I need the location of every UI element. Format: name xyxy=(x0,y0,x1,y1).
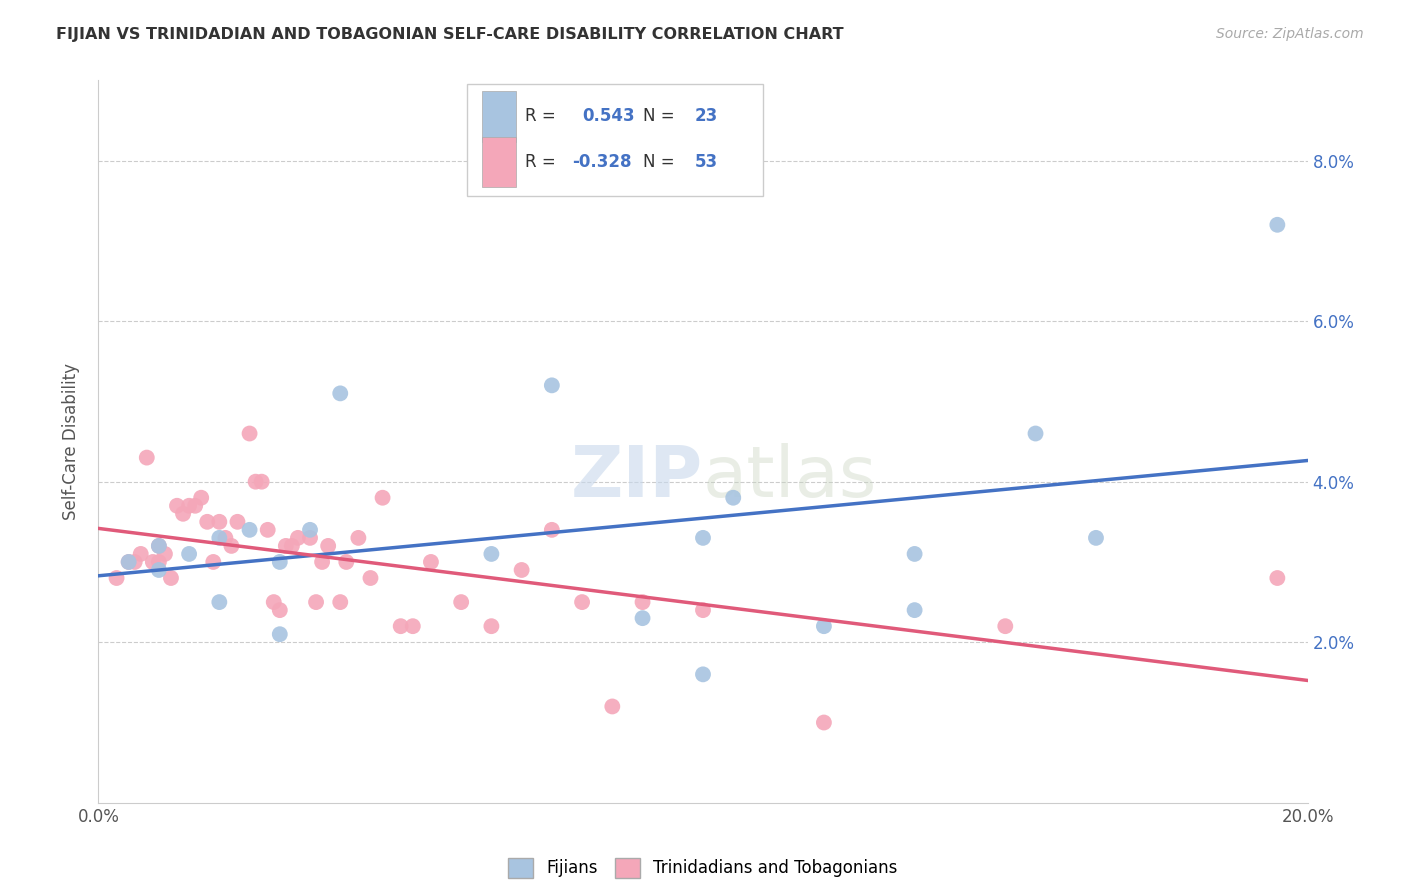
Point xyxy=(631,611,654,625)
Point xyxy=(402,619,425,633)
Point xyxy=(692,603,714,617)
FancyBboxPatch shape xyxy=(467,84,763,196)
FancyBboxPatch shape xyxy=(482,136,516,187)
Point xyxy=(347,531,370,545)
Point xyxy=(371,491,394,505)
Point xyxy=(269,555,291,569)
Y-axis label: Self-Care Disability: Self-Care Disability xyxy=(62,363,80,520)
Point xyxy=(311,555,333,569)
Point xyxy=(250,475,273,489)
Point xyxy=(274,539,297,553)
Point xyxy=(190,491,212,505)
Point xyxy=(135,450,157,465)
Point xyxy=(287,531,309,545)
Point xyxy=(263,595,285,609)
Point xyxy=(208,515,231,529)
Text: 0.543: 0.543 xyxy=(582,107,634,126)
Point xyxy=(813,619,835,633)
Point xyxy=(256,523,278,537)
Point xyxy=(602,699,624,714)
FancyBboxPatch shape xyxy=(482,91,516,142)
Point xyxy=(214,531,236,545)
Point xyxy=(571,595,593,609)
Point xyxy=(269,603,291,617)
Text: FIJIAN VS TRINIDADIAN AND TOBAGONIAN SELF-CARE DISABILITY CORRELATION CHART: FIJIAN VS TRINIDADIAN AND TOBAGONIAN SEL… xyxy=(56,27,844,42)
Point xyxy=(1024,426,1046,441)
Point xyxy=(389,619,412,633)
Text: N =: N = xyxy=(643,107,679,126)
Text: N =: N = xyxy=(643,153,679,171)
Legend: Fijians, Trinidadians and Tobagonians: Fijians, Trinidadians and Tobagonians xyxy=(502,851,904,885)
Point xyxy=(124,555,146,569)
Point xyxy=(148,539,170,553)
Point xyxy=(208,531,231,545)
Point xyxy=(202,555,225,569)
Point xyxy=(299,523,322,537)
Point xyxy=(172,507,194,521)
Point xyxy=(1085,531,1108,545)
Point xyxy=(208,595,231,609)
Point xyxy=(1267,218,1289,232)
Point xyxy=(316,539,339,553)
Point xyxy=(692,667,714,681)
Point xyxy=(305,595,328,609)
Text: 23: 23 xyxy=(695,107,718,126)
Point xyxy=(118,555,141,569)
Point xyxy=(160,571,183,585)
Point xyxy=(166,499,188,513)
Point xyxy=(631,595,654,609)
Point xyxy=(481,619,503,633)
Text: atlas: atlas xyxy=(703,443,877,512)
Text: -0.328: -0.328 xyxy=(572,153,631,171)
Point xyxy=(184,499,207,513)
Point xyxy=(994,619,1017,633)
Point xyxy=(813,715,835,730)
Point xyxy=(226,515,249,529)
Point xyxy=(481,547,503,561)
Point xyxy=(105,571,128,585)
Text: 53: 53 xyxy=(695,153,717,171)
Point xyxy=(904,603,927,617)
Point xyxy=(723,491,745,505)
Text: ZIP: ZIP xyxy=(571,443,703,512)
Point xyxy=(420,555,443,569)
Point xyxy=(540,523,562,537)
Point xyxy=(221,539,243,553)
Point xyxy=(179,499,201,513)
Point xyxy=(239,523,262,537)
Text: R =: R = xyxy=(526,153,561,171)
Point xyxy=(195,515,218,529)
Point xyxy=(129,547,152,561)
Point xyxy=(692,531,714,545)
Point xyxy=(148,555,170,569)
Point xyxy=(329,386,352,401)
Point xyxy=(510,563,533,577)
Text: R =: R = xyxy=(526,107,561,126)
Point xyxy=(179,547,201,561)
Point xyxy=(360,571,382,585)
Point xyxy=(142,555,165,569)
Point xyxy=(148,563,170,577)
Point xyxy=(153,547,176,561)
Point xyxy=(1267,571,1289,585)
Point xyxy=(335,555,357,569)
Text: Source: ZipAtlas.com: Source: ZipAtlas.com xyxy=(1216,27,1364,41)
Point xyxy=(904,547,927,561)
Point xyxy=(269,627,291,641)
Point xyxy=(245,475,267,489)
Point xyxy=(148,539,170,553)
Point xyxy=(329,595,352,609)
Point xyxy=(450,595,472,609)
Point xyxy=(281,539,304,553)
Point xyxy=(239,426,262,441)
Point xyxy=(118,555,141,569)
Point xyxy=(299,531,322,545)
Point xyxy=(540,378,562,392)
